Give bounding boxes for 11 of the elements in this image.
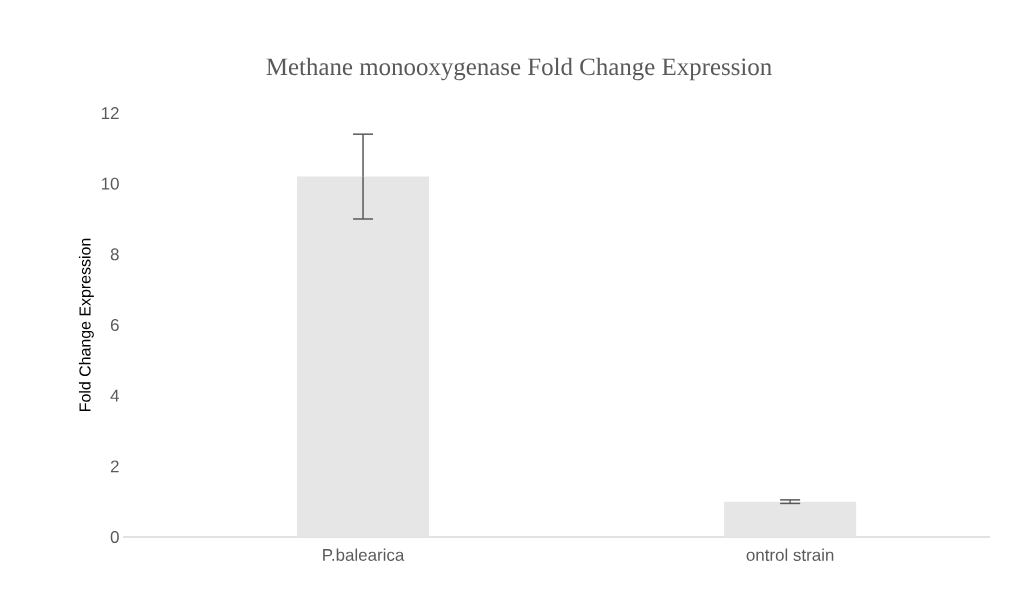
y-tick-label: 4 [110,389,119,402]
y-tick-label: 10 [101,177,119,190]
x-tick-label: ontrol strain [746,548,834,561]
y-tick-label: 12 [101,107,119,119]
y-tick-label: 0 [110,530,119,543]
y-axis-title: Fold Change Expression [78,238,94,411]
chart-title: Methane monooxygenase Fold Change Expression [266,57,772,81]
x-tick-label: P.balearica [323,548,405,561]
y-tick-label: 8 [110,248,119,261]
y-tick-label: 6 [110,318,119,331]
y-tick-label: 2 [110,460,119,473]
